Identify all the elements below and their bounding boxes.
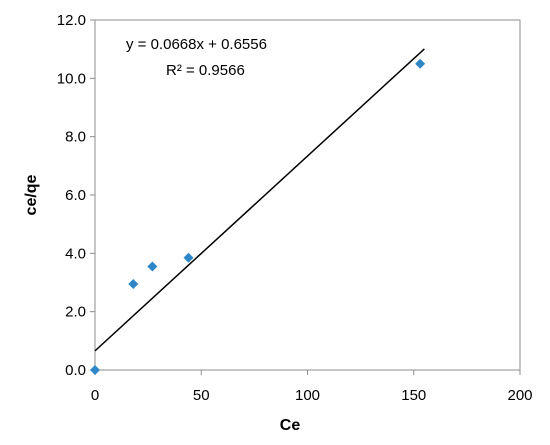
data-point [183, 252, 194, 263]
y-axis-title: ce/qe [23, 174, 40, 215]
x-axis-ticks: 0 50 100 150 200 [91, 370, 533, 404]
y-tick-label: 2.0 [65, 304, 86, 321]
y-tick-label: 4.0 [65, 245, 86, 262]
r-squared-label: R² = 0.9566 [166, 62, 245, 79]
data-point [90, 365, 100, 375]
y-tick-label: 8.0 [65, 129, 86, 146]
y-axis-ticks: 0.0 2.0 4.0 6.0 8.0 10.0 12.0 [57, 12, 95, 379]
x-tick-label: 0 [91, 387, 99, 404]
x-tick-label: 150 [401, 387, 426, 404]
plot-area [94, 19, 521, 371]
y-tick-label: 12.0 [57, 12, 86, 29]
trendline [94, 48, 425, 352]
data-point [128, 278, 139, 289]
data-points [90, 58, 426, 375]
trendline-equation: y = 0.0668x + 0.6556 [126, 36, 267, 53]
x-tick-label: 100 [295, 387, 320, 404]
data-point [147, 261, 158, 272]
x-tick-label: 200 [507, 387, 532, 404]
x-tick-label: 50 [193, 387, 210, 404]
data-point [415, 58, 426, 69]
y-tick-label: 10.0 [57, 70, 86, 87]
y-tick-label: 0.0 [65, 362, 86, 379]
x-axis-title: Ce [280, 417, 301, 434]
y-tick-label: 6.0 [65, 187, 86, 204]
